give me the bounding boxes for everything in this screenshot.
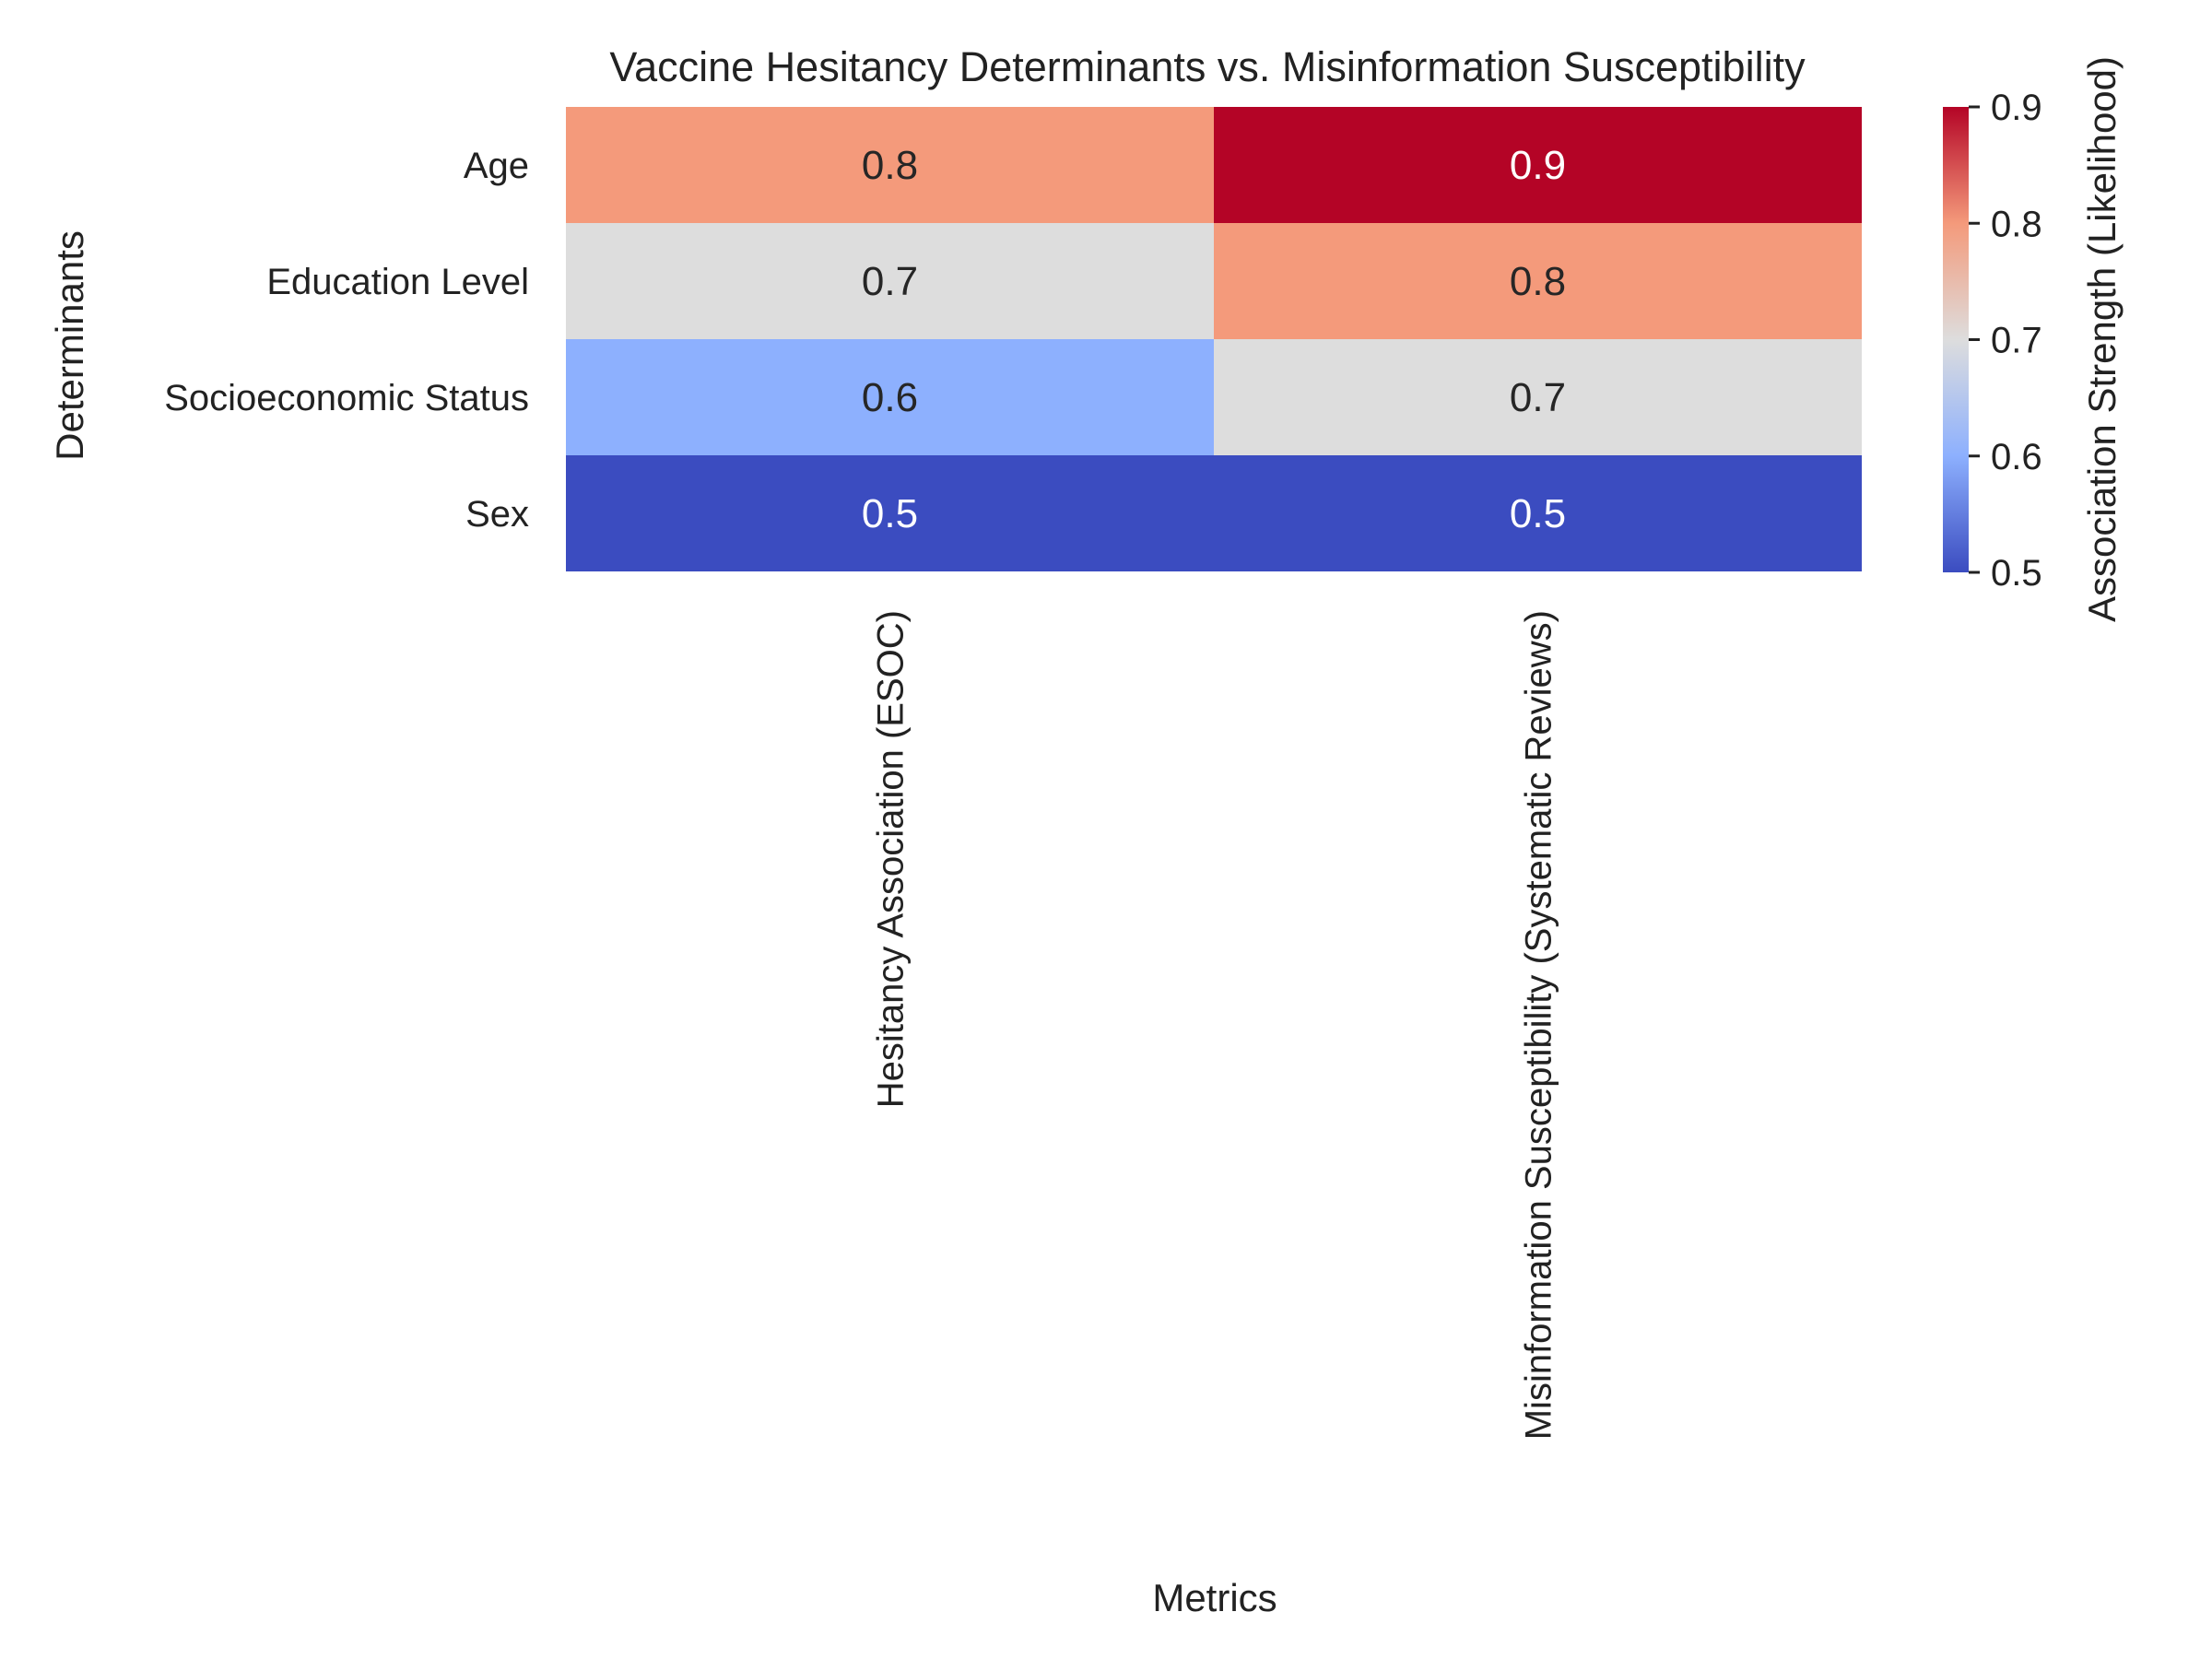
x-tick-label: Hesitancy Association (ESOC) xyxy=(871,610,912,1108)
heatmap-cells: 0.8 0.9 0.7 0.8 0.6 0.7 0.5 0.5 xyxy=(566,107,1862,571)
cell-value-label: 0.7 xyxy=(1510,375,1566,420)
y-tick-label: Education Level xyxy=(266,262,529,302)
cell-value-label: 0.8 xyxy=(1510,259,1566,304)
cell-value-label: 0.7 xyxy=(862,259,918,304)
heatmap-cell xyxy=(566,223,1214,339)
chart-title: Vaccine Hesitancy Determinants vs. Misin… xyxy=(609,43,1806,90)
heatmap-cell xyxy=(1214,107,1862,223)
heatmap-cell xyxy=(1214,223,1862,339)
cell-value-label: 0.9 xyxy=(1510,143,1566,188)
x-tick-label: Misinformation Susceptibility (Systemati… xyxy=(1519,610,1559,1440)
x-tick-labels: Hesitancy Association (ESOC) Misinformati… xyxy=(871,610,1559,1440)
cell-value-label: 0.8 xyxy=(862,143,918,188)
cell-value-label: 0.5 xyxy=(1510,491,1566,536)
heatmap-cell xyxy=(1214,339,1862,455)
colorbar: 0.5 0.6 0.7 0.8 0.9 Association Strength (Li… xyxy=(1943,56,2124,622)
heatmap-cell xyxy=(566,455,1214,571)
colorbar-ticks: 0.5 0.6 0.7 0.8 0.9 xyxy=(1969,88,2042,594)
y-axis-label: Determinants xyxy=(48,230,91,461)
x-axis-label: Metrics xyxy=(1152,1576,1277,1619)
colorbar-tick-label: 0.5 xyxy=(1991,553,2042,594)
colorbar-tick-label: 0.7 xyxy=(1991,321,2042,361)
colorbar-tick-label: 0.9 xyxy=(1991,88,2042,128)
cell-value-label: 0.5 xyxy=(862,491,918,536)
cell-value-label: 0.6 xyxy=(862,375,918,420)
colorbar-gradient xyxy=(1943,107,1969,572)
heatmap-cell xyxy=(1214,455,1862,571)
colorbar-label: Association Strength (Likelihood) xyxy=(2080,56,2124,622)
heatmap-cell xyxy=(566,339,1214,455)
y-tick-label: Sex xyxy=(465,494,529,535)
colorbar-tick-label: 0.6 xyxy=(1991,437,2042,477)
heatmap-cell xyxy=(566,107,1214,223)
y-tick-labels: Age Education Level Socioeconomic Status Se… xyxy=(164,146,529,535)
colorbar-tick-label: 0.8 xyxy=(1991,204,2042,244)
y-tick-label: Age xyxy=(464,146,529,186)
y-tick-label: Socioeconomic Status xyxy=(164,378,529,418)
